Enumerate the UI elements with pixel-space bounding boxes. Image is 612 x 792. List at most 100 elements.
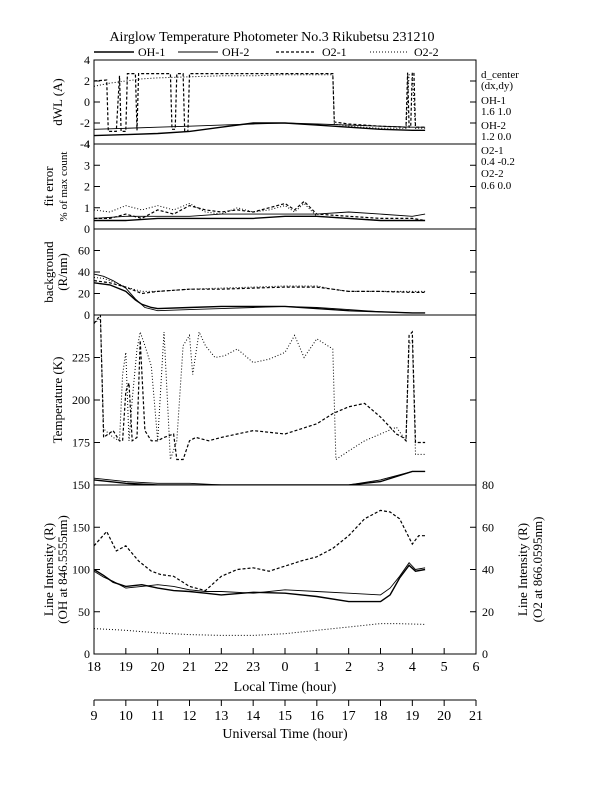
series-bg-oh-2 — [94, 273, 426, 314]
ylabel-int: Line Intensity (R) — [41, 523, 56, 616]
series-fit-o2-1 — [94, 200, 426, 222]
xtick-universal-label-12: 21 — [469, 709, 483, 724]
ytick-label-int-0: 0 — [84, 647, 90, 661]
panel-frame-bg — [93, 228, 477, 316]
series-int-o2-1 — [94, 509, 426, 592]
ytick-right-label-0: 0 — [482, 647, 488, 661]
xtick-universal-label-3: 12 — [183, 709, 197, 724]
annotation-label-oh-2: OH-2 — [481, 120, 506, 132]
ylabel-bg: background — [41, 241, 56, 303]
ytick-label-bg-2: 40 — [78, 265, 90, 279]
xtick-local-label-12: 6 — [473, 660, 480, 675]
ytick-right-label-3: 60 — [482, 520, 494, 534]
legend-label-o2-1: O2-1 — [322, 45, 347, 59]
series-temp-oh-2 — [94, 470, 426, 485]
panel-dwl: -4 -2 0 2 4 dWL (A) — [50, 53, 477, 151]
xtick-local-label-10: 4 — [409, 660, 416, 675]
xtick-universal-label-6: 15 — [278, 709, 292, 724]
ylabel2-bg: (R/nm) — [55, 253, 70, 291]
ytick-right-label-2: 40 — [482, 563, 494, 577]
legend-label-oh-2: OH-2 — [222, 45, 249, 59]
ytick-label-dwl-4: 4 — [84, 53, 90, 67]
xtick-universal-label-11: 20 — [437, 709, 451, 724]
xtick-local-label-4: 22 — [214, 660, 228, 675]
panel-frame-dwl — [93, 59, 477, 145]
legend-label-oh-1: OH-1 — [138, 45, 165, 59]
ytick-label-dwl-0: -4 — [80, 137, 90, 151]
ytick-label-dwl-1: -2 — [80, 116, 90, 130]
xtick-local-label-5: 23 — [246, 660, 260, 675]
xtick-local-label-11: 5 — [441, 660, 448, 675]
series-bg-oh-1 — [94, 282, 426, 314]
xtick-local-label-9: 3 — [377, 660, 384, 675]
xtick-universal-label-4: 13 — [214, 709, 228, 724]
xtick-local-label-2: 20 — [151, 660, 165, 675]
series-int-oh-1 — [94, 564, 426, 603]
xtick-universal-label-9: 18 — [374, 709, 388, 724]
series-int-oh-2 — [94, 561, 426, 596]
series-dwl-oh-1 — [94, 122, 426, 137]
xtick-universal-label-10: 19 — [405, 709, 419, 724]
ytick-label-temp-2: 200 — [72, 393, 90, 407]
panel-frame-temp — [93, 314, 477, 486]
ylabel2-fit: % of max count — [58, 152, 70, 222]
series-fit-oh-2 — [94, 211, 426, 219]
ytick-label-fit-4: 4 — [84, 137, 90, 151]
xtick-universal-label-7: 16 — [310, 709, 324, 724]
xtick-local-label-6: 0 — [282, 660, 289, 675]
ytick-label-fit-3: 3 — [84, 158, 90, 172]
ytick-label-bg-0: 0 — [84, 308, 90, 322]
series-int-o2-2 — [94, 623, 426, 636]
xtick-local-label-3: 21 — [183, 660, 197, 675]
ytick-label-bg-3: 60 — [78, 244, 90, 258]
d-center-annotations: d_center(dx,dy) OH-11.6 1.0 OH-21.2 0.0 O2-… — [481, 69, 519, 192]
ytick-label-fit-1: 1 — [84, 201, 90, 215]
xtick-universal-label-8: 17 — [342, 709, 356, 724]
series-temp-o2-1 — [94, 315, 426, 461]
ylabel-right2: (O2 at 866.0595nm) — [530, 517, 545, 623]
series-bg-o2-1 — [94, 280, 426, 295]
panel-temp: 150 175 200 225 Temperature (K) — [50, 314, 477, 492]
xtick-local-label-7: 1 — [313, 660, 320, 675]
ylabel-fit: fit error — [41, 166, 56, 207]
legend-label-o2-2: O2-2 — [414, 45, 439, 59]
series-temp-o2-2 — [94, 317, 426, 461]
xtick-universal-label-2: 11 — [151, 709, 164, 724]
panel-frame-int — [93, 484, 477, 655]
series-fit-o2-2 — [94, 202, 426, 221]
x-axis-local-label: Local Time (hour) — [234, 680, 337, 695]
annotation-value-oh-2: 1.2 0.0 — [481, 131, 512, 143]
annotation-header-sub: (dx,dy) — [481, 80, 513, 92]
ytick-label-dwl-2: 0 — [84, 95, 90, 109]
ytick-label-fit-0: 0 — [84, 222, 90, 236]
ytick-label-int-2: 100 — [72, 563, 90, 577]
ytick-right-label-4: 80 — [482, 478, 494, 492]
annotation-value-oh-1: 1.6 1.0 — [481, 106, 512, 118]
x-axis-universal-label: Universal Time (hour) — [222, 727, 348, 742]
ylabel-right: Line Intensity (R) — [515, 523, 530, 616]
annotation-header: d_center — [481, 69, 519, 81]
ytick-label-int-3: 150 — [72, 520, 90, 534]
annotation-value-o2-1: 0.4 -0.2 — [481, 156, 515, 168]
ytick-label-int-1: 50 — [78, 605, 90, 619]
ylabel-dwl: dWL (A) — [50, 78, 65, 126]
xtick-universal-label-0: 9 — [91, 709, 98, 724]
annotation-label-o2-2: O2-2 — [481, 168, 504, 180]
annotation-label-o2-1: O2-1 — [481, 145, 504, 157]
ytick-label-temp-1: 175 — [72, 436, 90, 450]
ylabel-temp: Temperature (K) — [50, 357, 65, 444]
ytick-label-fit-2: 2 — [84, 180, 90, 194]
annotation-label-oh-1: OH-1 — [481, 95, 506, 107]
xtick-universal-label-1: 10 — [119, 709, 133, 724]
xtick-local-label-8: 2 — [345, 660, 352, 675]
xtick-universal-label-5: 14 — [246, 709, 260, 724]
ylabel2-int: (OH at 846.5555nm) — [55, 515, 70, 624]
series-fit-oh-1 — [94, 215, 426, 222]
ytick-label-bg-1: 20 — [78, 287, 90, 301]
annotation-value-o2-2: 0.6 0.0 — [481, 180, 512, 192]
panel-fit: 0 1 2 3 4 fit error% of max count — [41, 137, 477, 236]
ytick-right-label-1: 20 — [482, 605, 494, 619]
